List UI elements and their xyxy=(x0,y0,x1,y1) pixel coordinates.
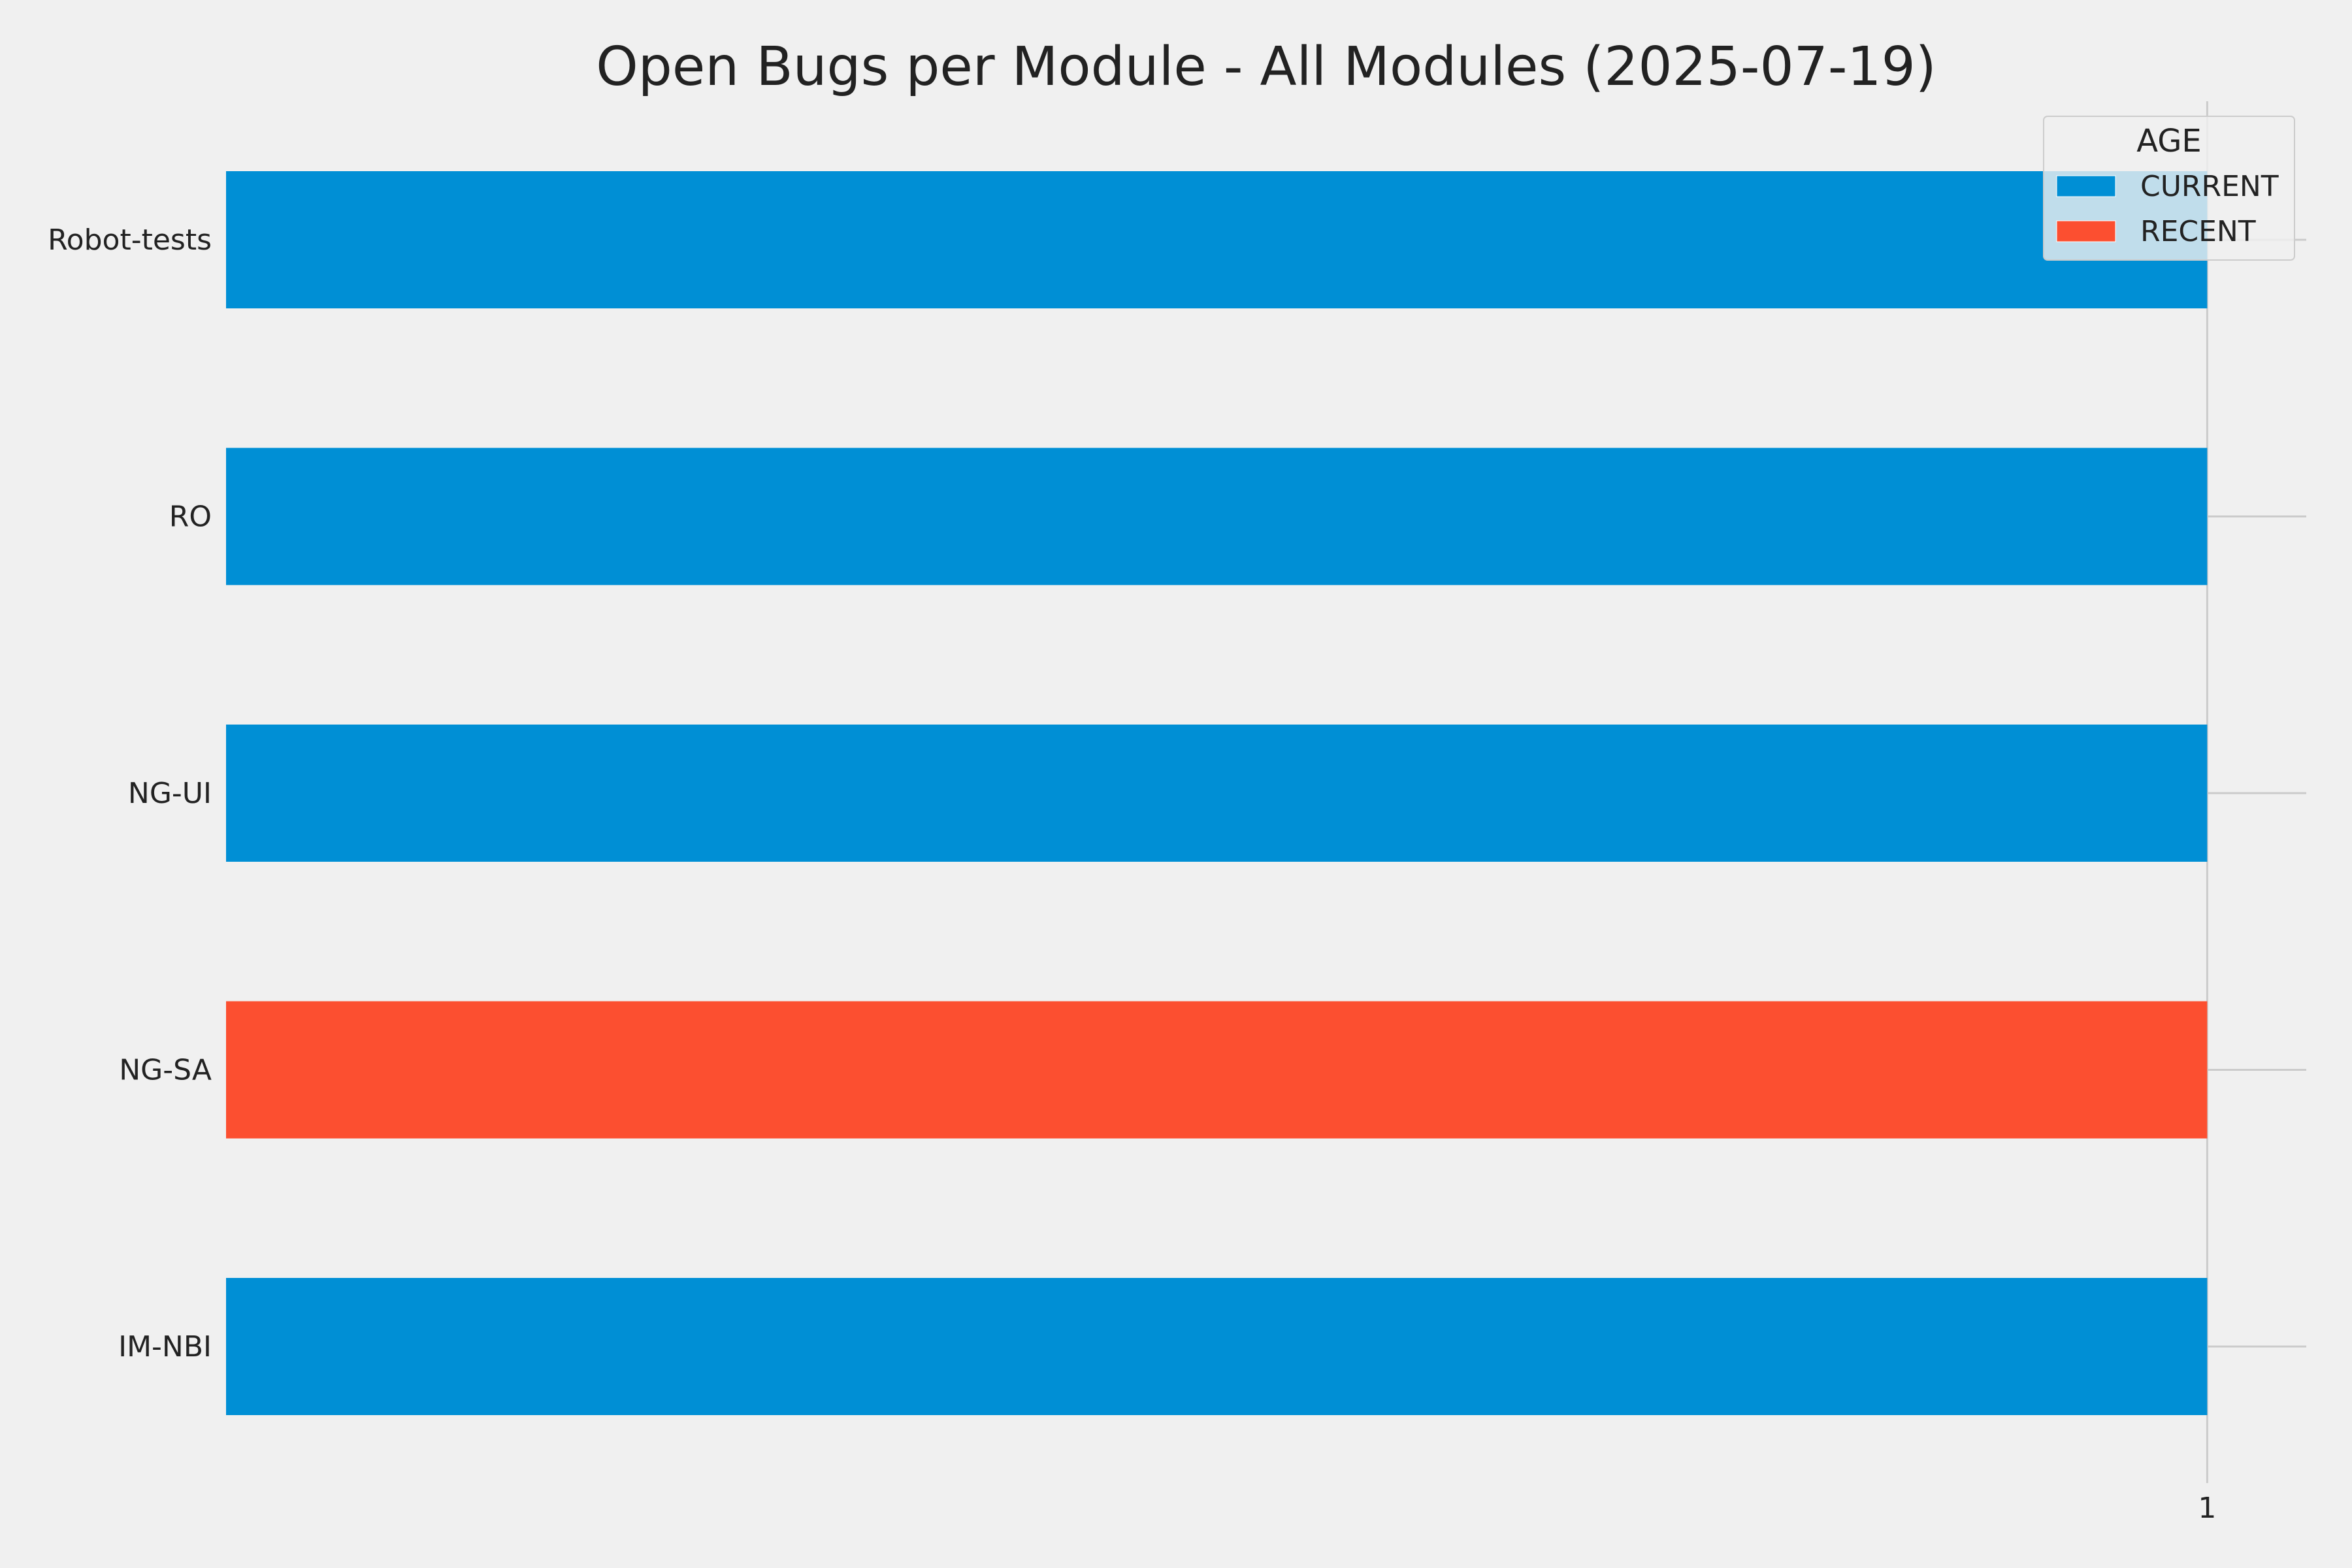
y-tick-label: Robot-tests xyxy=(48,223,212,257)
bar-current-im-nbi xyxy=(226,1278,2208,1415)
bar-current-ng-ui xyxy=(226,725,2208,862)
x-tick-label: 1 xyxy=(2198,1492,2216,1525)
legend: AGE CURRENT RECENT xyxy=(2043,116,2295,261)
y-tick-label: NG-SA xyxy=(119,1054,212,1087)
y-tick-label: RO xyxy=(169,500,212,534)
legend-label-current: CURRENT xyxy=(2140,170,2279,203)
legend-entries: CURRENT RECENT xyxy=(2056,170,2279,248)
chart-title: Open Bugs per Module - All Modules (2025… xyxy=(596,36,1936,98)
legend-title: AGE xyxy=(2136,123,2202,159)
legend-label-recent: RECENT xyxy=(2140,215,2256,248)
x-tick-labels: 1 xyxy=(2198,1492,2216,1525)
legend-swatch-recent xyxy=(2056,220,2116,242)
y-tick-label: IM-NBI xyxy=(118,1330,212,1364)
bars xyxy=(226,171,2208,1415)
bar-current-robot-tests xyxy=(226,171,2208,308)
y-tick-label: NG-UI xyxy=(128,777,212,810)
y-tick-labels: IM-NBI NG-SA NG-UI RO Robot-tests xyxy=(48,223,212,1364)
legend-swatch-current xyxy=(2056,175,2116,197)
bar-recent-ng-sa xyxy=(226,1001,2208,1139)
bar-current-ro xyxy=(226,448,2208,585)
